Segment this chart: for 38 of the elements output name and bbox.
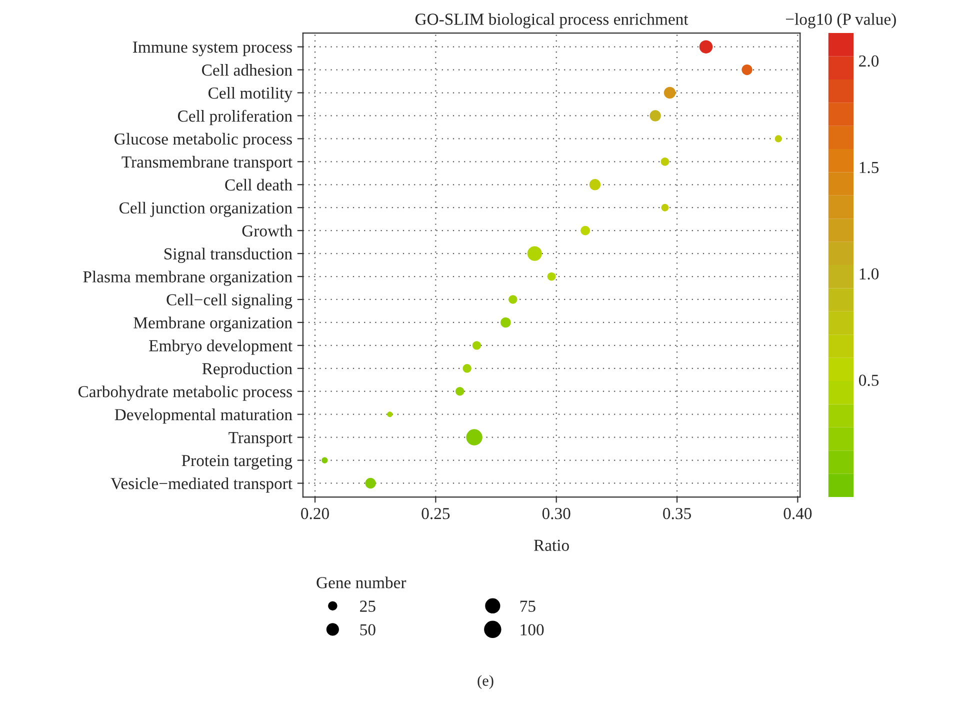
x-tick-label: 0.30 bbox=[542, 508, 570, 520]
legend-label: 100 bbox=[520, 624, 544, 636]
y-tick-label: Signal transduction bbox=[164, 248, 292, 263]
color-bar-label: 0.5 bbox=[859, 374, 879, 386]
y-tick-label: Protein targeting bbox=[182, 454, 292, 470]
x-tick-label: 0.35 bbox=[663, 508, 691, 520]
x-tick-label: 0.25 bbox=[422, 508, 450, 520]
y-tick-label: Transmembrane transport bbox=[122, 156, 292, 171]
y-tick-label: Cell death bbox=[225, 178, 292, 191]
x-tick-label: 0.40 bbox=[784, 508, 812, 520]
color-bar-label: 1.5 bbox=[860, 162, 879, 174]
x-tick-label: 0.20 bbox=[301, 508, 329, 520]
y-tick-label: Cell proliferation bbox=[178, 110, 292, 126]
y-tick-label: Cell motility bbox=[208, 86, 292, 102]
color-bar-label: 2.0 bbox=[859, 55, 879, 67]
color-bar-label: 1.0 bbox=[860, 268, 879, 280]
y-tick-label: Reproduction bbox=[202, 362, 292, 378]
y-tick-label: Carbohydrate metabolic process bbox=[78, 386, 292, 401]
chart-title: GO-SLIM biological process enrichment bbox=[415, 13, 688, 28]
color-bar-title: −log10 (P value) bbox=[786, 13, 896, 28]
y-tick-label: Immune system process bbox=[132, 42, 292, 56]
y-tick-label: Vesicle−mediated transport bbox=[110, 477, 292, 493]
y-tick-label: Cell adhesion bbox=[202, 64, 292, 76]
y-tick-label: Transport bbox=[228, 432, 292, 447]
x-axis-title: Ratio bbox=[534, 540, 569, 551]
text: (e) bbox=[478, 675, 494, 689]
legend-label: 50 bbox=[360, 624, 376, 636]
y-tick-label: Cell junction organization bbox=[119, 202, 292, 217]
y-tick-label: Developmental maturation bbox=[114, 408, 292, 424]
y-tick-label: Glucose metabolic process bbox=[114, 132, 292, 148]
y-tick-label: Growth bbox=[242, 224, 292, 237]
y-tick-label: Plasma membrane organization bbox=[83, 270, 292, 286]
y-tick-label: Cell−cell signaling bbox=[166, 294, 292, 309]
legend-title: Gene number bbox=[316, 576, 406, 588]
legend-label: 25 bbox=[360, 600, 376, 612]
y-tick-label: Membrane organization bbox=[134, 316, 292, 332]
y-tick-label: Embryo development bbox=[149, 340, 292, 355]
legend-label: 75 bbox=[520, 600, 536, 612]
